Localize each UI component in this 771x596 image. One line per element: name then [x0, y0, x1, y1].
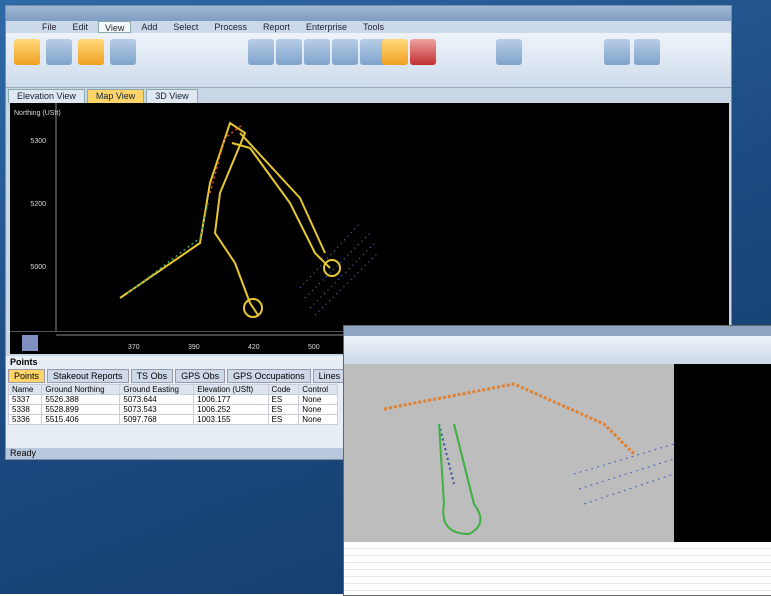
table-cell: None [299, 405, 338, 415]
ribbon-button[interactable] [332, 39, 358, 65]
panel-title: Points [10, 357, 38, 367]
ribbon-button[interactable] [496, 39, 522, 65]
table-cell: 5515.406 [42, 415, 120, 425]
table-cell: ES [268, 415, 299, 425]
y-axis-title: Northing (USft) [14, 110, 61, 117]
view-tab[interactable]: Elevation View [8, 89, 85, 103]
table-cell: 5073.644 [120, 395, 194, 405]
table-cell: 5336 [9, 415, 42, 425]
x-label: 390 [188, 344, 200, 351]
ribbon [344, 336, 771, 364]
table-cell: ES [268, 395, 299, 405]
panel-tab[interactable]: GPS Occupations [227, 369, 311, 383]
table-cell: 5073.543 [120, 405, 194, 415]
view-tab[interactable]: 3D View [146, 89, 197, 103]
panel-tab[interactable]: Stakeout Reports [47, 369, 129, 383]
ribbon-button[interactable] [634, 39, 660, 65]
menu-item[interactable]: Report [257, 21, 296, 33]
ribbon-button[interactable] [276, 39, 302, 65]
road-outline [120, 123, 258, 315]
screen: File EditView Add Select Process Report Enterp… [0, 0, 771, 594]
table-cell: 1003.155 [194, 415, 268, 425]
panel-tab[interactable]: Lines [313, 369, 347, 383]
table-cell: 5097.768 [120, 415, 194, 425]
menu-item[interactable]: Process [208, 21, 253, 33]
table-cell: 5526.388 [42, 395, 120, 405]
x-label: 500 [308, 344, 320, 351]
map-background [674, 364, 771, 542]
panel-tab[interactable]: GPS Obs [175, 369, 225, 383]
ribbon-button[interactable] [14, 39, 40, 65]
view-tab[interactable]: Map View [87, 89, 144, 103]
menu-item[interactable]: File [36, 21, 63, 33]
points-line [128, 203, 208, 293]
ribbon-button[interactable] [304, 39, 330, 65]
table [344, 542, 771, 595]
x-label: 370 [128, 344, 140, 351]
title-bar [344, 326, 771, 336]
ribbon-button[interactable] [248, 39, 274, 65]
menu-item[interactable]: Add [135, 21, 163, 33]
table-cell: None [299, 395, 338, 405]
menu-item[interactable]: Select [167, 21, 204, 33]
table-cell: 5338 [9, 405, 42, 415]
y-label: 5200 [30, 201, 46, 208]
ribbon-button[interactable] [46, 39, 72, 65]
cul-de-sac [324, 260, 340, 276]
road-outline [232, 143, 330, 268]
panel-tab[interactable]: TS Obs [131, 369, 174, 383]
table-cell: 5337 [9, 395, 42, 405]
title-bar [6, 6, 731, 21]
table-cell: ES [268, 405, 299, 415]
ribbon-button[interactable] [382, 39, 408, 65]
map-view: Northing (USft) 5300 5200 5000 [10, 103, 729, 331]
panel-tab[interactable]: Points [8, 369, 45, 383]
menu-item[interactable]: Edit [67, 21, 95, 33]
table-cell: None [299, 415, 338, 425]
table-cell: 1006.252 [194, 405, 268, 415]
column-header[interactable]: Code [268, 385, 299, 395]
column-header[interactable]: Elevation (USft) [194, 385, 268, 395]
ribbon-button[interactable] [604, 39, 630, 65]
map-view [344, 364, 771, 542]
second-window [343, 325, 771, 596]
menu-item[interactable]: Tools [357, 21, 390, 33]
compass-icon [22, 335, 38, 351]
y-label: 5000 [30, 264, 46, 271]
y-label: 5300 [30, 138, 46, 145]
column-header[interactable]: Ground Northing [42, 385, 120, 395]
column-header[interactable]: Name [9, 385, 42, 395]
ribbon [6, 33, 731, 88]
column-header[interactable]: Ground Easting [120, 385, 194, 395]
ribbon-button[interactable] [410, 39, 436, 65]
table-cell: 5528.899 [42, 405, 120, 415]
column-header[interactable]: Control [299, 385, 338, 395]
menu-item[interactable]: View [98, 21, 131, 33]
menu-item[interactable]: Enterprise [300, 21, 353, 33]
x-label: 420 [248, 344, 260, 351]
ribbon-button[interactable] [78, 39, 104, 65]
map-background [344, 364, 674, 542]
ribbon-button[interactable] [110, 39, 136, 65]
table-cell: 1006.177 [194, 395, 268, 405]
